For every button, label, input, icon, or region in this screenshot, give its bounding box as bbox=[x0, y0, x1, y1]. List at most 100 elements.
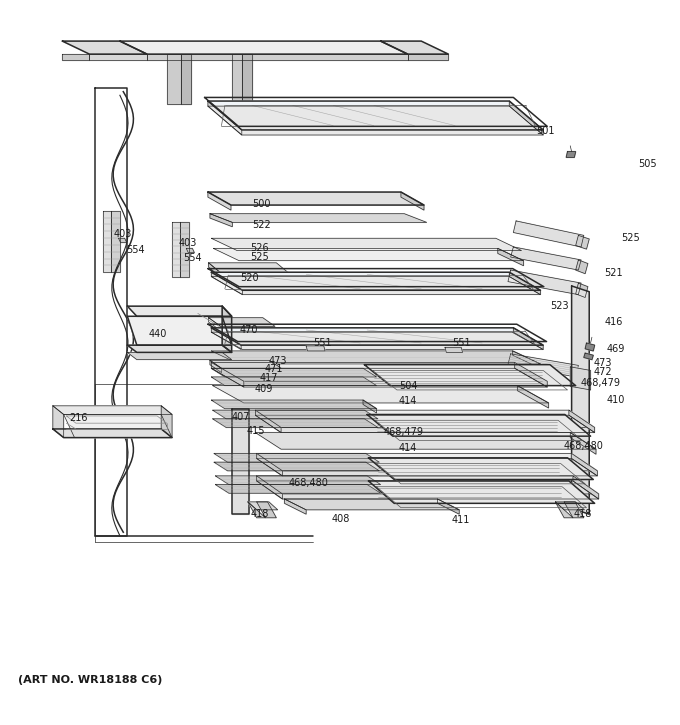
Text: 418: 418 bbox=[574, 509, 592, 519]
Text: 523: 523 bbox=[550, 301, 568, 311]
Polygon shape bbox=[564, 502, 584, 518]
Polygon shape bbox=[256, 415, 594, 433]
Polygon shape bbox=[208, 192, 424, 205]
Polygon shape bbox=[90, 54, 147, 60]
Polygon shape bbox=[445, 347, 462, 352]
Polygon shape bbox=[208, 106, 543, 135]
Polygon shape bbox=[257, 502, 276, 518]
Text: 473: 473 bbox=[594, 357, 613, 368]
Polygon shape bbox=[401, 192, 424, 210]
Polygon shape bbox=[208, 101, 543, 130]
Polygon shape bbox=[208, 192, 231, 210]
Polygon shape bbox=[248, 502, 265, 518]
Polygon shape bbox=[508, 354, 579, 377]
Text: 522: 522 bbox=[252, 220, 271, 231]
Polygon shape bbox=[216, 476, 381, 484]
Polygon shape bbox=[211, 362, 547, 381]
Polygon shape bbox=[257, 481, 598, 499]
Polygon shape bbox=[211, 239, 522, 251]
Text: 470: 470 bbox=[240, 325, 258, 335]
Polygon shape bbox=[248, 502, 277, 510]
Polygon shape bbox=[211, 400, 377, 409]
Text: 520: 520 bbox=[240, 273, 258, 283]
Polygon shape bbox=[211, 332, 543, 349]
Text: 471: 471 bbox=[264, 364, 283, 374]
Polygon shape bbox=[53, 406, 172, 415]
Polygon shape bbox=[556, 502, 573, 518]
Polygon shape bbox=[211, 272, 243, 294]
Polygon shape bbox=[64, 415, 172, 438]
Polygon shape bbox=[572, 454, 597, 476]
Polygon shape bbox=[571, 433, 596, 455]
Polygon shape bbox=[209, 263, 288, 273]
Polygon shape bbox=[210, 360, 281, 368]
Polygon shape bbox=[513, 221, 584, 247]
Text: 418: 418 bbox=[251, 509, 269, 519]
Text: 415: 415 bbox=[247, 426, 265, 436]
Polygon shape bbox=[222, 306, 232, 352]
Polygon shape bbox=[576, 260, 588, 273]
Polygon shape bbox=[211, 368, 377, 377]
Polygon shape bbox=[214, 454, 379, 462]
Polygon shape bbox=[209, 318, 221, 331]
Text: 409: 409 bbox=[255, 384, 273, 394]
Polygon shape bbox=[211, 377, 377, 386]
Polygon shape bbox=[576, 283, 588, 297]
Text: 501: 501 bbox=[537, 126, 555, 136]
Text: 408: 408 bbox=[331, 514, 350, 524]
Polygon shape bbox=[213, 410, 378, 419]
Text: 411: 411 bbox=[452, 515, 470, 525]
Polygon shape bbox=[232, 409, 250, 514]
Polygon shape bbox=[257, 476, 282, 499]
Polygon shape bbox=[508, 270, 581, 294]
Polygon shape bbox=[210, 214, 426, 223]
Text: (ART NO. WR18188 C6): (ART NO. WR18188 C6) bbox=[18, 675, 163, 685]
Polygon shape bbox=[211, 351, 541, 364]
Polygon shape bbox=[513, 328, 543, 349]
Polygon shape bbox=[498, 249, 524, 266]
Text: 468,480: 468,480 bbox=[564, 441, 603, 450]
Polygon shape bbox=[127, 306, 232, 316]
Polygon shape bbox=[211, 328, 241, 349]
Polygon shape bbox=[161, 406, 172, 438]
Text: 472: 472 bbox=[594, 367, 613, 377]
Text: 414: 414 bbox=[399, 443, 418, 452]
Polygon shape bbox=[181, 54, 191, 104]
Text: 525: 525 bbox=[251, 252, 269, 262]
Polygon shape bbox=[513, 351, 541, 368]
Text: 551: 551 bbox=[452, 338, 471, 348]
Polygon shape bbox=[211, 362, 244, 387]
Polygon shape bbox=[127, 316, 232, 345]
Polygon shape bbox=[214, 249, 524, 261]
Text: 417: 417 bbox=[259, 373, 278, 384]
Polygon shape bbox=[509, 101, 543, 135]
Polygon shape bbox=[566, 152, 576, 157]
Polygon shape bbox=[256, 410, 594, 428]
Polygon shape bbox=[53, 406, 64, 438]
Text: 469: 469 bbox=[606, 344, 624, 354]
Polygon shape bbox=[437, 499, 459, 514]
Text: 468,479: 468,479 bbox=[581, 378, 620, 388]
Polygon shape bbox=[585, 343, 594, 351]
Polygon shape bbox=[369, 457, 593, 479]
Polygon shape bbox=[509, 272, 541, 294]
Text: 416: 416 bbox=[604, 317, 622, 327]
Text: 403: 403 bbox=[179, 238, 197, 248]
Polygon shape bbox=[256, 433, 596, 450]
Polygon shape bbox=[211, 276, 541, 294]
Polygon shape bbox=[257, 454, 282, 476]
Polygon shape bbox=[284, 499, 306, 514]
Text: 554: 554 bbox=[183, 253, 201, 262]
Polygon shape bbox=[209, 263, 221, 277]
Polygon shape bbox=[576, 236, 589, 249]
Text: 500: 500 bbox=[252, 199, 271, 209]
Text: 468,480: 468,480 bbox=[288, 478, 328, 488]
Text: 473: 473 bbox=[269, 356, 288, 366]
Polygon shape bbox=[572, 286, 589, 514]
Polygon shape bbox=[53, 429, 172, 438]
Polygon shape bbox=[211, 368, 547, 387]
Polygon shape bbox=[63, 41, 147, 54]
Polygon shape bbox=[363, 400, 377, 413]
Polygon shape bbox=[213, 419, 378, 428]
Polygon shape bbox=[569, 410, 594, 433]
